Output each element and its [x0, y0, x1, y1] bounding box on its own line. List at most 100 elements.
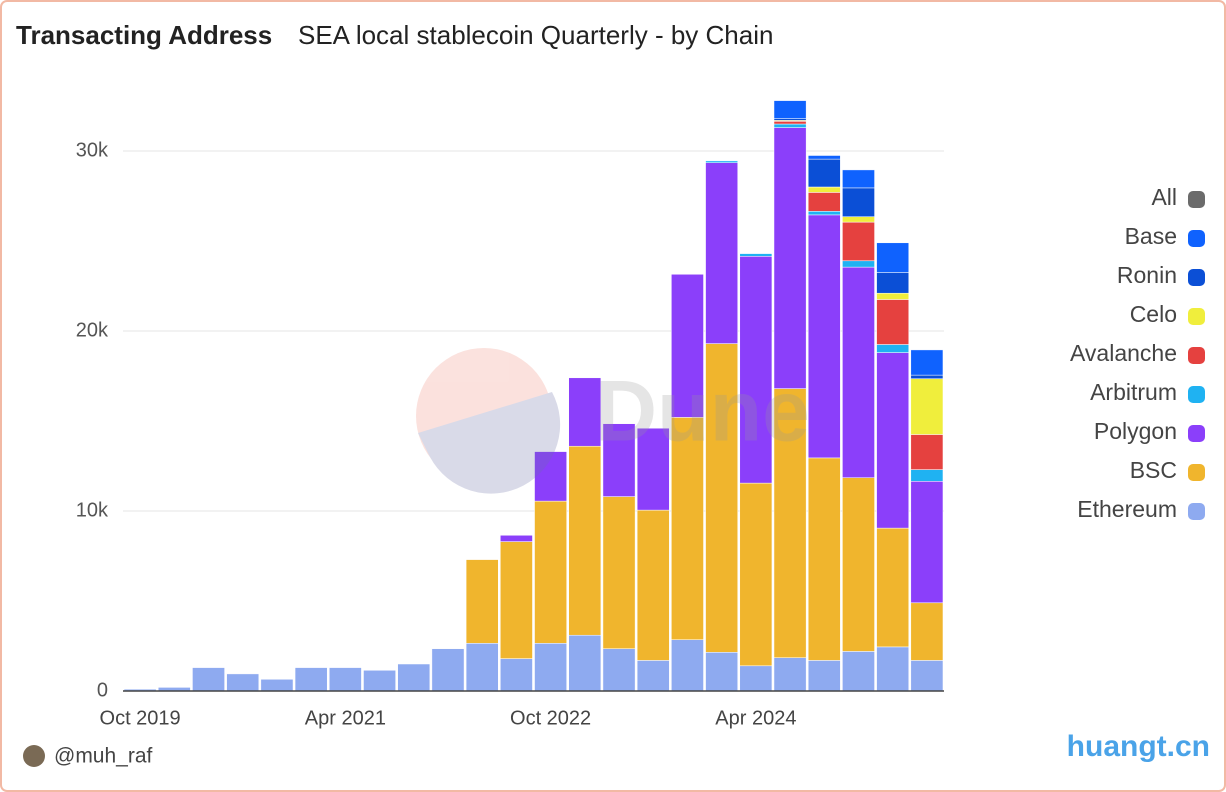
bar-segment	[876, 299, 910, 345]
y-tick-label: 20k	[76, 319, 109, 341]
bar-segment	[671, 639, 704, 692]
bar-segment	[773, 121, 807, 125]
bar-segment	[773, 100, 807, 119]
bar-segment	[329, 667, 362, 692]
site-watermark: huangt.cn	[1067, 730, 1210, 763]
bar-segment	[876, 242, 910, 273]
bar-segment	[773, 388, 807, 658]
bar-segment	[773, 123, 807, 128]
bar-segment	[636, 509, 670, 661]
bar-segment	[568, 445, 602, 636]
bar-segment	[671, 417, 704, 640]
bar-segment	[534, 451, 567, 502]
bar-segment	[363, 670, 396, 692]
bar-segment	[192, 667, 225, 692]
legend-swatch	[1188, 503, 1205, 520]
bar-segment	[636, 427, 670, 511]
watermark-text: Dune	[595, 364, 810, 460]
legend-swatch	[1188, 269, 1205, 286]
bar-segment	[807, 158, 841, 188]
bar-segment	[807, 457, 841, 661]
bar-segment	[842, 216, 875, 223]
legend-label: All	[1151, 184, 1177, 210]
watermark-logo-part	[418, 392, 561, 494]
watermark: Dune	[416, 348, 810, 494]
bar-segment	[876, 646, 910, 692]
bar-segment	[705, 652, 738, 692]
bar-segment	[705, 343, 738, 653]
bar-segment	[705, 162, 738, 344]
bar-segment	[260, 679, 294, 692]
bar-segment	[568, 634, 602, 692]
bar-segment	[876, 527, 910, 648]
bar-segment	[739, 256, 773, 484]
legend-swatch	[1188, 230, 1205, 247]
bar-segment	[397, 663, 431, 692]
bar-segment	[500, 658, 533, 692]
legend-label: Avalanche	[1070, 340, 1177, 366]
bar-segment	[705, 160, 738, 163]
bar-segment	[500, 541, 533, 659]
bar-segment	[842, 266, 875, 478]
legend-label: Ronin	[1117, 262, 1177, 288]
bar-segment	[876, 292, 910, 300]
y-tick-label: 0	[97, 679, 108, 701]
bar-segment	[602, 496, 636, 649]
bar-segment	[910, 660, 944, 692]
x-tick-label: Oct 2019	[100, 707, 181, 729]
y-tick-label: 10k	[76, 499, 109, 521]
chart-title: Transacting Address	[16, 20, 272, 50]
bar-segment	[910, 374, 944, 379]
x-tick-label: Apr 2021	[305, 707, 386, 729]
bar-segment	[876, 344, 910, 353]
bar-segment	[807, 192, 841, 212]
bar-segment	[842, 477, 875, 652]
y-tick-label: 30k	[76, 139, 109, 161]
author: @muh_raf	[54, 745, 153, 768]
bar-segment	[842, 260, 875, 268]
bar-segment	[294, 667, 328, 692]
bar-segment	[910, 469, 944, 482]
legend-label: BSC	[1130, 457, 1177, 483]
legend-swatch	[1188, 464, 1205, 481]
bar-segment	[807, 214, 841, 459]
avatar	[23, 745, 45, 767]
bar-segment	[910, 378, 944, 435]
legend-swatch	[1188, 347, 1205, 364]
legend-label: Arbitrum	[1090, 379, 1177, 405]
bar-segment	[465, 559, 499, 644]
bar-segment	[910, 481, 944, 604]
bar-segment	[910, 349, 944, 376]
bar-segment	[842, 221, 875, 262]
bar-segment	[465, 643, 499, 692]
bar-segment	[876, 272, 910, 294]
bar-segment	[842, 651, 875, 692]
bar-segment	[739, 482, 773, 667]
bar-segment	[636, 660, 670, 692]
legend-label: Polygon	[1094, 418, 1177, 444]
legend-swatch	[1188, 191, 1205, 208]
x-tick-label: Oct 2022	[510, 707, 591, 729]
x-tick-label: Apr 2024	[715, 707, 796, 729]
bar-segment	[500, 535, 533, 542]
legend-label: Base	[1125, 223, 1177, 249]
bar-segment	[739, 665, 773, 692]
legend-swatch	[1188, 308, 1205, 325]
bar-segment	[534, 643, 567, 692]
bar-segment	[534, 500, 567, 644]
bar-segment	[431, 648, 465, 692]
bar-segment	[773, 657, 807, 692]
legend-label: Ethereum	[1077, 496, 1177, 522]
legend-swatch	[1188, 386, 1205, 403]
bar-segment	[773, 127, 807, 389]
bar-segment	[568, 377, 602, 447]
bar-segment	[739, 253, 773, 257]
plot	[123, 100, 944, 692]
bar-segment	[671, 274, 704, 418]
legend-label: Celo	[1130, 301, 1177, 327]
bar-segment	[910, 602, 944, 661]
bar-segment	[226, 673, 260, 692]
bar-segment	[807, 186, 841, 193]
bar-segment	[910, 434, 944, 470]
